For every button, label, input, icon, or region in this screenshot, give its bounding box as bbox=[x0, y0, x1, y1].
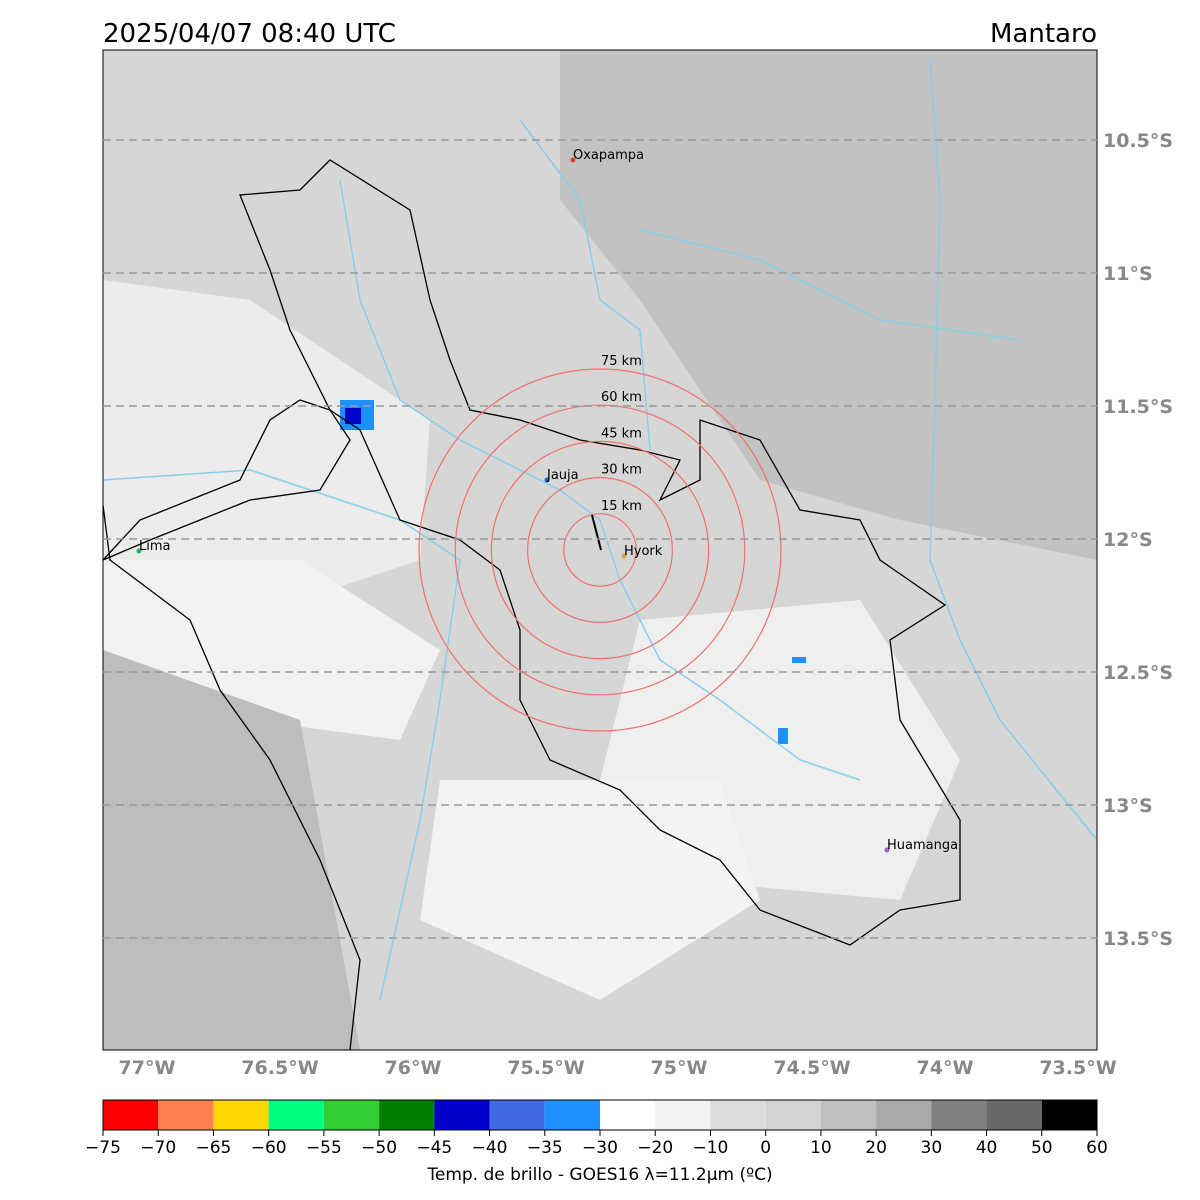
map-frame bbox=[102, 49, 1098, 1051]
lon-label: 73.5°W bbox=[1039, 1057, 1116, 1079]
colorbar-box bbox=[655, 1100, 711, 1130]
cloud-region bbox=[420, 780, 760, 1000]
colorbar-box bbox=[765, 1100, 821, 1130]
colorbar-box bbox=[710, 1100, 766, 1130]
colorbar-box bbox=[213, 1100, 269, 1130]
cloud-region bbox=[103, 280, 430, 600]
city-label: Lima bbox=[139, 539, 170, 554]
lat-label: 11°S bbox=[1103, 263, 1153, 285]
ring-label: 75 km bbox=[601, 354, 642, 369]
lon-label: 75°W bbox=[651, 1057, 708, 1079]
colorbar-box bbox=[931, 1100, 987, 1130]
city-label: Hyork bbox=[624, 544, 663, 559]
colorbar-tick-label: 50 bbox=[1031, 1138, 1053, 1158]
range-ring bbox=[418, 368, 782, 732]
colorbar-label: Temp. de brillo - GOES16 λ=11.2μm (ºC) bbox=[426, 1165, 772, 1185]
colorbar-box bbox=[103, 1100, 159, 1130]
colorbar-box bbox=[544, 1100, 600, 1130]
cloud-region bbox=[560, 50, 1097, 560]
range-ring bbox=[490, 440, 710, 660]
colorbar-box bbox=[1041, 1100, 1097, 1130]
colorbar-tick-label: −40 bbox=[472, 1138, 508, 1158]
lon-label: 74.5°W bbox=[773, 1057, 850, 1079]
boundaries bbox=[102, 159, 961, 1051]
colorbar-box bbox=[323, 1100, 380, 1130]
city-dot bbox=[884, 847, 890, 853]
ring-label: 30 km bbox=[601, 463, 642, 478]
ring-label: 45 km bbox=[601, 426, 642, 441]
title: 2025/04/07 08:40 UTC bbox=[103, 19, 396, 49]
city-label: Jauja bbox=[546, 468, 579, 483]
city-dot bbox=[570, 157, 576, 163]
lon-label: 75.5°W bbox=[507, 1057, 584, 1079]
colorbar-tick-label: −65 bbox=[195, 1138, 231, 1158]
colorbar-tick-label: 0 bbox=[760, 1138, 771, 1158]
line-marker bbox=[591, 514, 602, 551]
cold-cloud bbox=[778, 728, 788, 744]
cloud-region bbox=[103, 560, 440, 740]
region: Mantaro bbox=[990, 19, 1097, 49]
rivers bbox=[102, 59, 1098, 1001]
lon-label: 74°W bbox=[917, 1057, 974, 1079]
city-dot bbox=[544, 477, 550, 483]
colorbar-box bbox=[379, 1100, 435, 1130]
colorbar-tick-label: 30 bbox=[921, 1138, 943, 1158]
range-ring bbox=[526, 477, 673, 624]
lat-label: 11.5°S bbox=[1103, 396, 1173, 418]
colorbar-tick-label: −35 bbox=[527, 1138, 563, 1158]
city-label: Oxapampa bbox=[573, 148, 644, 163]
ring-label: 60 km bbox=[601, 390, 642, 405]
range-ring bbox=[563, 513, 637, 587]
colorbar-tick-label: 20 bbox=[865, 1138, 887, 1158]
colorbar-tick-label: −10 bbox=[692, 1138, 728, 1158]
colorbar-box bbox=[268, 1100, 324, 1130]
colorbar-tick-label: −20 bbox=[637, 1138, 673, 1158]
colorbar-tick-label: −45 bbox=[416, 1138, 452, 1158]
colorbar-box bbox=[158, 1100, 214, 1130]
colorbar-tick-label: 10 bbox=[810, 1138, 832, 1158]
lon-label: 77°W bbox=[119, 1057, 176, 1079]
colorbar-box bbox=[876, 1100, 932, 1130]
cold-cloud bbox=[345, 408, 361, 424]
cold-cloud bbox=[792, 657, 806, 663]
colorbar-tick-label: 40 bbox=[976, 1138, 998, 1158]
colorbar-box bbox=[820, 1100, 877, 1130]
lat-label: 12.5°S bbox=[1103, 662, 1173, 684]
lon-label: 76°W bbox=[385, 1057, 442, 1079]
colorbar: −75 −70 −65 −60 −55 −50 −45 −40 −35 −30 −20 −10 0 10 2… bbox=[85, 1099, 1108, 1158]
city-label: Huamanga bbox=[887, 838, 958, 853]
city-dot bbox=[136, 548, 142, 554]
colorbar-tick-label: −55 bbox=[306, 1138, 342, 1158]
colorbar-box bbox=[489, 1100, 545, 1130]
lon-label: 76.5°W bbox=[241, 1057, 318, 1079]
lat-label: 10.5°S bbox=[1103, 130, 1173, 152]
map bbox=[102, 49, 1098, 1051]
colorbar-tick-label: 60 bbox=[1086, 1138, 1108, 1158]
lat-label: 12°S bbox=[1103, 529, 1153, 551]
colorbar-tick-label: −50 bbox=[361, 1138, 397, 1158]
colorbar-box bbox=[986, 1100, 1042, 1130]
colorbar-box bbox=[434, 1100, 490, 1130]
ring-label: 15 km bbox=[601, 499, 642, 514]
colorbar-tick-label: −75 bbox=[85, 1138, 121, 1158]
colorbar-tick-label: −60 bbox=[251, 1138, 287, 1158]
city-dot bbox=[621, 553, 627, 559]
lat-label: 13.5°S bbox=[1103, 928, 1173, 950]
cloud-region bbox=[103, 650, 360, 1050]
lat-label: 13°S bbox=[1103, 795, 1153, 817]
colorbar-box bbox=[600, 1100, 656, 1130]
colorbar-tick-label: −30 bbox=[582, 1138, 618, 1158]
colorbar-tick-label: −70 bbox=[140, 1138, 176, 1158]
